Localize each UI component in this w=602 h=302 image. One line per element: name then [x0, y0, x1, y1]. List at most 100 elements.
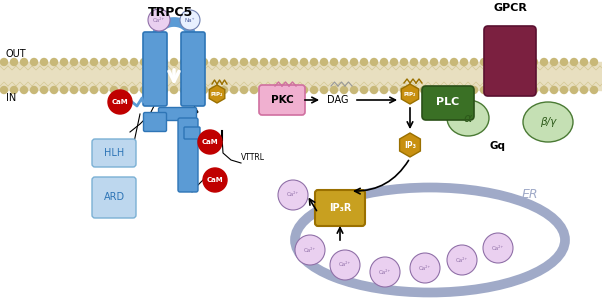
Circle shape: [51, 59, 58, 66]
Circle shape: [140, 59, 147, 66]
Text: PLC: PLC: [436, 97, 459, 107]
Circle shape: [320, 86, 327, 94]
Circle shape: [10, 59, 17, 66]
Circle shape: [541, 86, 547, 94]
Text: DAG: DAG: [327, 95, 349, 105]
Text: Ca²⁺: Ca²⁺: [287, 192, 299, 198]
Circle shape: [131, 59, 137, 66]
Text: α: α: [464, 111, 472, 124]
Circle shape: [391, 59, 397, 66]
Circle shape: [161, 59, 167, 66]
Polygon shape: [400, 133, 420, 157]
FancyBboxPatch shape: [143, 32, 167, 106]
Text: CaM: CaM: [206, 177, 223, 183]
Circle shape: [211, 86, 217, 94]
Circle shape: [261, 86, 267, 94]
Circle shape: [450, 86, 458, 94]
FancyBboxPatch shape: [422, 86, 474, 120]
Circle shape: [170, 59, 178, 66]
Circle shape: [60, 86, 67, 94]
Polygon shape: [402, 84, 418, 104]
Text: PKC: PKC: [271, 95, 293, 105]
Circle shape: [580, 59, 588, 66]
Circle shape: [447, 245, 477, 275]
Circle shape: [190, 59, 197, 66]
Circle shape: [411, 86, 418, 94]
Circle shape: [400, 59, 408, 66]
Circle shape: [101, 86, 108, 94]
Text: PIP₂: PIP₂: [404, 92, 416, 97]
Text: Ca²⁺: Ca²⁺: [492, 246, 504, 250]
Circle shape: [370, 257, 400, 287]
Circle shape: [311, 59, 317, 66]
Circle shape: [521, 59, 527, 66]
Circle shape: [341, 59, 347, 66]
Circle shape: [190, 86, 197, 94]
Circle shape: [300, 59, 308, 66]
Circle shape: [181, 86, 187, 94]
Text: ARD: ARD: [104, 192, 125, 203]
Circle shape: [270, 86, 278, 94]
Circle shape: [278, 180, 308, 210]
Circle shape: [430, 86, 438, 94]
Circle shape: [170, 86, 178, 94]
Circle shape: [10, 86, 17, 94]
Circle shape: [148, 9, 170, 31]
Circle shape: [281, 59, 288, 66]
Circle shape: [500, 59, 507, 66]
Circle shape: [40, 59, 48, 66]
FancyBboxPatch shape: [315, 190, 365, 226]
Circle shape: [480, 86, 488, 94]
Circle shape: [361, 59, 367, 66]
FancyBboxPatch shape: [143, 113, 167, 131]
Text: Ca²⁺: Ca²⁺: [419, 265, 431, 271]
Circle shape: [350, 86, 358, 94]
Circle shape: [461, 59, 468, 66]
Circle shape: [591, 59, 598, 66]
Circle shape: [270, 59, 278, 66]
Circle shape: [441, 86, 447, 94]
Circle shape: [380, 86, 388, 94]
Circle shape: [471, 59, 477, 66]
Circle shape: [111, 59, 117, 66]
Text: OUT: OUT: [6, 49, 26, 59]
Circle shape: [491, 59, 497, 66]
Ellipse shape: [523, 102, 573, 142]
Circle shape: [108, 90, 132, 114]
Circle shape: [541, 59, 547, 66]
Circle shape: [20, 59, 28, 66]
Circle shape: [510, 86, 518, 94]
Text: TRPC5: TRPC5: [147, 5, 193, 18]
Text: ER: ER: [522, 188, 538, 201]
Circle shape: [500, 86, 507, 94]
Circle shape: [181, 59, 187, 66]
Circle shape: [81, 86, 87, 94]
Polygon shape: [209, 85, 225, 103]
Circle shape: [150, 86, 158, 94]
Circle shape: [491, 86, 497, 94]
Text: PIP₂: PIP₂: [211, 92, 223, 97]
Circle shape: [311, 86, 317, 94]
Text: GPCR: GPCR: [493, 3, 527, 13]
Circle shape: [591, 86, 598, 94]
Circle shape: [291, 59, 297, 66]
Circle shape: [295, 235, 325, 265]
Circle shape: [410, 253, 440, 283]
Circle shape: [341, 86, 347, 94]
Circle shape: [261, 59, 267, 66]
Circle shape: [241, 59, 247, 66]
Circle shape: [20, 86, 28, 94]
Circle shape: [571, 59, 577, 66]
Circle shape: [560, 86, 568, 94]
Circle shape: [530, 86, 538, 94]
Text: Ca²⁺: Ca²⁺: [153, 18, 165, 23]
FancyBboxPatch shape: [92, 177, 136, 218]
Text: IP₃R: IP₃R: [329, 203, 351, 213]
Circle shape: [203, 168, 227, 192]
Circle shape: [200, 86, 208, 94]
Circle shape: [120, 59, 128, 66]
Ellipse shape: [447, 100, 489, 136]
Circle shape: [320, 59, 327, 66]
Text: CaM: CaM: [112, 99, 128, 105]
Circle shape: [161, 86, 167, 94]
